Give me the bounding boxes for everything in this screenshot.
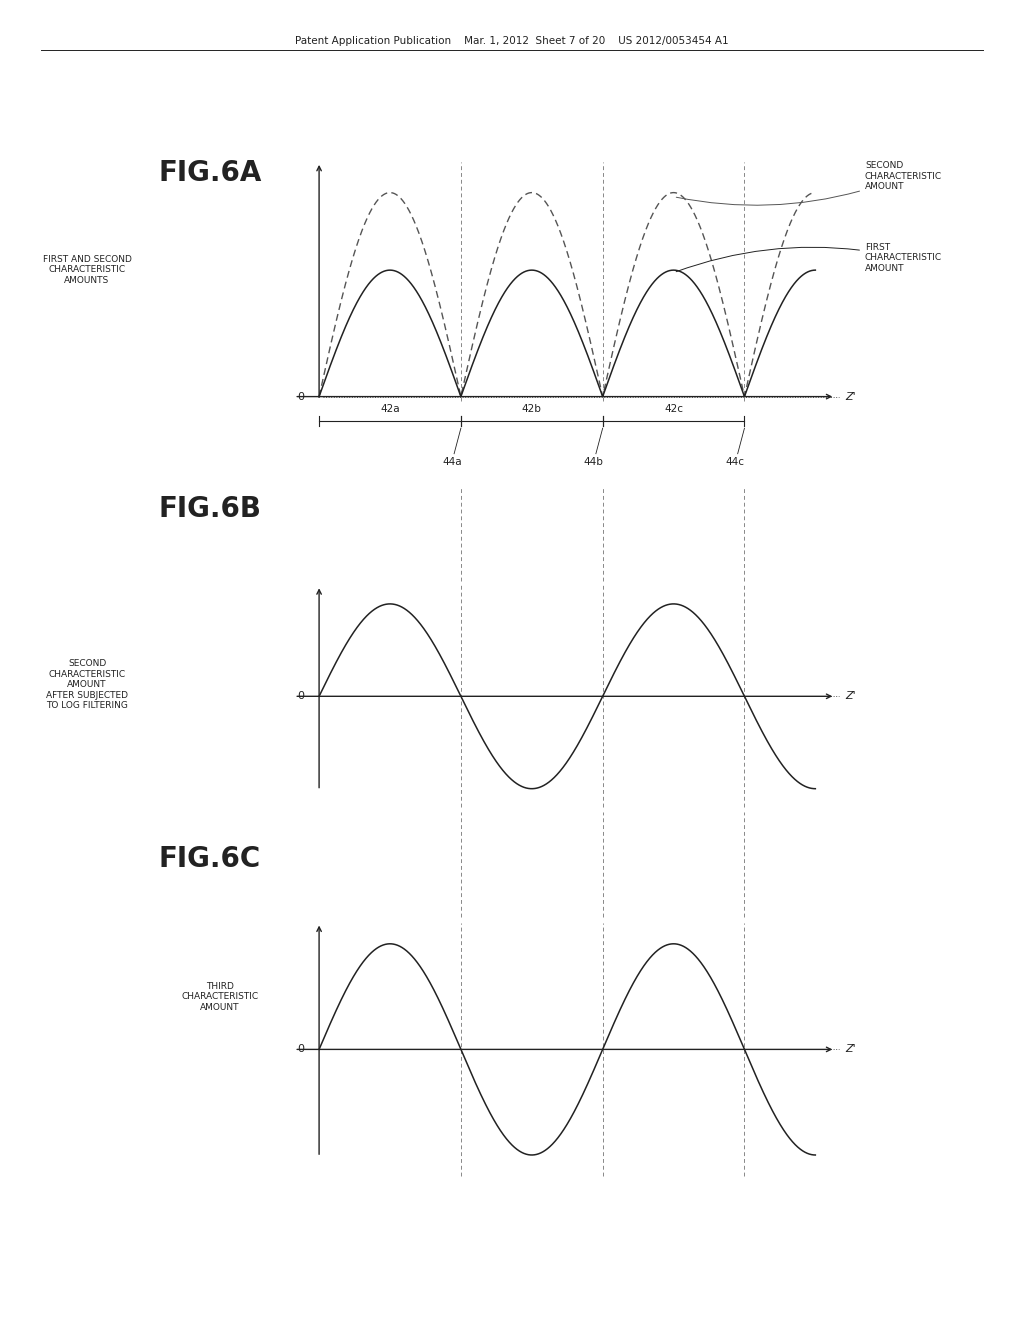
Text: FIRST AND SECOND
CHARACTERISTIC
AMOUNTS: FIRST AND SECOND CHARACTERISTIC AMOUNTS [43, 255, 131, 285]
Text: 42b: 42b [522, 404, 542, 414]
Text: Z': Z' [845, 692, 856, 701]
Text: SECOND
CHARACTERISTIC
AMOUNT: SECOND CHARACTERISTIC AMOUNT [676, 161, 942, 205]
Text: FIG.6C: FIG.6C [159, 845, 261, 873]
Text: Z': Z' [845, 1044, 856, 1055]
Text: 42c: 42c [664, 404, 683, 414]
Text: 0: 0 [297, 692, 304, 701]
Text: THIRD
CHARACTERISTIC
AMOUNT: THIRD CHARACTERISTIC AMOUNT [181, 982, 259, 1011]
Text: 44a: 44a [442, 457, 462, 467]
Text: Patent Application Publication    Mar. 1, 2012  Sheet 7 of 20    US 2012/0053454: Patent Application Publication Mar. 1, 2… [295, 36, 729, 46]
Text: FIG.6A: FIG.6A [159, 158, 262, 186]
Text: SECOND
CHARACTERISTIC
AMOUNT
AFTER SUBJECTED
TO LOG FILTERING: SECOND CHARACTERISTIC AMOUNT AFTER SUBJE… [46, 660, 128, 710]
Text: FIRST
CHARACTERISTIC
AMOUNT: FIRST CHARACTERISTIC AMOUNT [676, 243, 942, 273]
Text: 0: 0 [297, 1044, 304, 1055]
Text: Z': Z' [845, 392, 856, 401]
Text: 44c: 44c [726, 457, 744, 467]
Text: 44b: 44b [584, 457, 603, 467]
Text: FIG.6B: FIG.6B [159, 495, 262, 523]
Text: 42a: 42a [380, 404, 399, 414]
Text: 0: 0 [297, 392, 304, 401]
